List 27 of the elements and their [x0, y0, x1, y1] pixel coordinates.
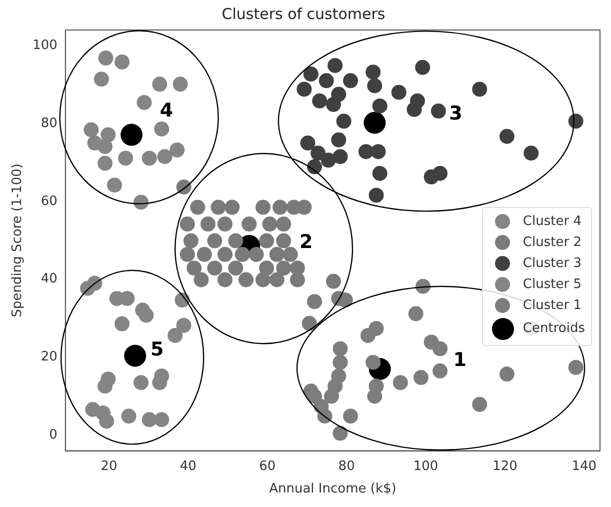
x-tick-label: 20 [100, 458, 118, 474]
legend-label: Cluster 5 [522, 276, 582, 292]
y-tick-label: 40 [40, 272, 58, 287]
y-tick-label: 100 [32, 38, 58, 53]
legend-label: Centroids [522, 321, 585, 336]
legend-label: Cluster 3 [522, 256, 582, 271]
y-tick-label: 60 [40, 194, 58, 209]
y-tick-label: 0 [49, 428, 58, 443]
annotation: 4 [160, 100, 174, 122]
x-axis-title: Annual Income (k$) [269, 482, 396, 497]
annotation: 3 [449, 102, 462, 125]
x-tick-label: 140 [572, 458, 597, 474]
x-tick-label: 120 [492, 458, 518, 474]
x-tick-label: 60 [259, 458, 276, 474]
legend-label: Cluster 4 [522, 214, 582, 229]
annotation: 2 [300, 230, 313, 253]
x-tick-label: 40 [180, 458, 196, 474]
y-tick-label: 20 [40, 350, 58, 365]
y-axis-title: Spending Score (1-100) [10, 164, 26, 318]
x-tick-label: 100 [413, 458, 438, 474]
x-tick-label: 80 [338, 458, 355, 474]
annotation: 1 [453, 348, 466, 371]
y-tick-label: 80 [40, 116, 58, 131]
chart-title: Clusters of customers [222, 4, 386, 23]
legend-label: Cluster 1 [522, 298, 582, 313]
annotation: 5 [150, 338, 164, 361]
legend-label: Cluster 2 [522, 234, 582, 250]
